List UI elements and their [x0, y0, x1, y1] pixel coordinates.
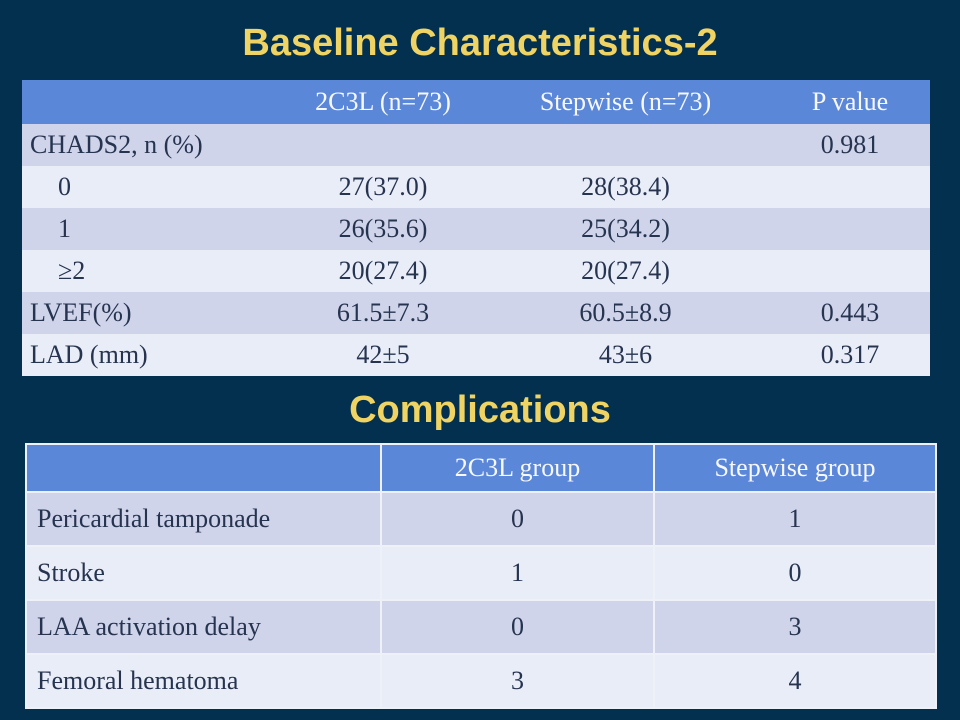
col-header-stepwise-group: Stepwise group	[653, 443, 937, 493]
col-header-empty	[25, 443, 382, 493]
cell-stepwise: 28(38.4)	[481, 166, 770, 208]
cell-pvalue: 0.443	[770, 292, 930, 334]
complications-table: 2C3L group Stepwise group Pericardial ta…	[25, 443, 937, 709]
cell-stepwise: 0	[653, 545, 937, 601]
table-row: LAA activation delay 0 3	[25, 599, 937, 655]
cell-stepwise	[481, 124, 770, 166]
cell-pvalue	[770, 208, 930, 250]
cell-stepwise: 60.5±8.9	[481, 292, 770, 334]
complications-header-row: 2C3L group Stepwise group	[25, 443, 937, 493]
cell-stepwise: 20(27.4)	[481, 250, 770, 292]
baseline-table: 2C3L (n=73) Stepwise (n=73) P value CHAD…	[22, 80, 930, 376]
table-row: LVEF(%) 61.5±7.3 60.5±8.9 0.443	[22, 292, 930, 334]
row-label: LAA activation delay	[25, 599, 382, 655]
col-header-pvalue: P value	[770, 80, 930, 124]
col-header-stepwise: Stepwise (n=73)	[481, 80, 770, 124]
cell-pvalue	[770, 166, 930, 208]
cell-2c3l: 26(35.6)	[285, 208, 481, 250]
col-header-2c3l-group: 2C3L group	[380, 443, 655, 493]
row-label: ≥2	[22, 250, 285, 292]
complications-title: Complications	[349, 389, 611, 431]
table-row: LAD (mm) 42±5 43±6 0.317	[22, 334, 930, 376]
cell-2c3l	[285, 124, 481, 166]
cell-2c3l: 1	[380, 545, 655, 601]
table-row: Stroke 1 0	[25, 545, 937, 601]
cell-2c3l: 42±5	[285, 334, 481, 376]
table-row: 0 27(37.0) 28(38.4)	[22, 166, 930, 208]
cell-pvalue: 0.981	[770, 124, 930, 166]
baseline-header-row: 2C3L (n=73) Stepwise (n=73) P value	[22, 80, 930, 124]
col-header-empty	[22, 80, 285, 124]
cell-2c3l: 27(37.0)	[285, 166, 481, 208]
cell-2c3l: 20(27.4)	[285, 250, 481, 292]
row-label: LVEF(%)	[22, 292, 285, 334]
table-row: 1 26(35.6) 25(34.2)	[22, 208, 930, 250]
cell-2c3l: 3	[380, 653, 655, 709]
cell-2c3l: 61.5±7.3	[285, 292, 481, 334]
row-label: Pericardial tamponade	[25, 491, 382, 547]
col-header-2c3l: 2C3L (n=73)	[285, 80, 481, 124]
row-label: CHADS2, n (%)	[22, 124, 285, 166]
table-row: ≥2 20(27.4) 20(27.4)	[22, 250, 930, 292]
cell-pvalue	[770, 250, 930, 292]
row-label: Femoral hematoma	[25, 653, 382, 709]
cell-2c3l: 0	[380, 599, 655, 655]
cell-stepwise: 1	[653, 491, 937, 547]
cell-stepwise: 25(34.2)	[481, 208, 770, 250]
cell-pvalue: 0.317	[770, 334, 930, 376]
row-label: Stroke	[25, 545, 382, 601]
cell-stepwise: 4	[653, 653, 937, 709]
row-label: 0	[22, 166, 285, 208]
cell-stepwise: 43±6	[481, 334, 770, 376]
row-label: 1	[22, 208, 285, 250]
table-row: Pericardial tamponade 0 1	[25, 491, 937, 547]
table-row: Femoral hematoma 3 4	[25, 653, 937, 709]
cell-stepwise: 3	[653, 599, 937, 655]
table-row: CHADS2, n (%) 0.981	[22, 124, 930, 166]
cell-2c3l: 0	[380, 491, 655, 547]
baseline-title: Baseline Characteristics-2	[242, 22, 718, 64]
row-label: LAD (mm)	[22, 334, 285, 376]
